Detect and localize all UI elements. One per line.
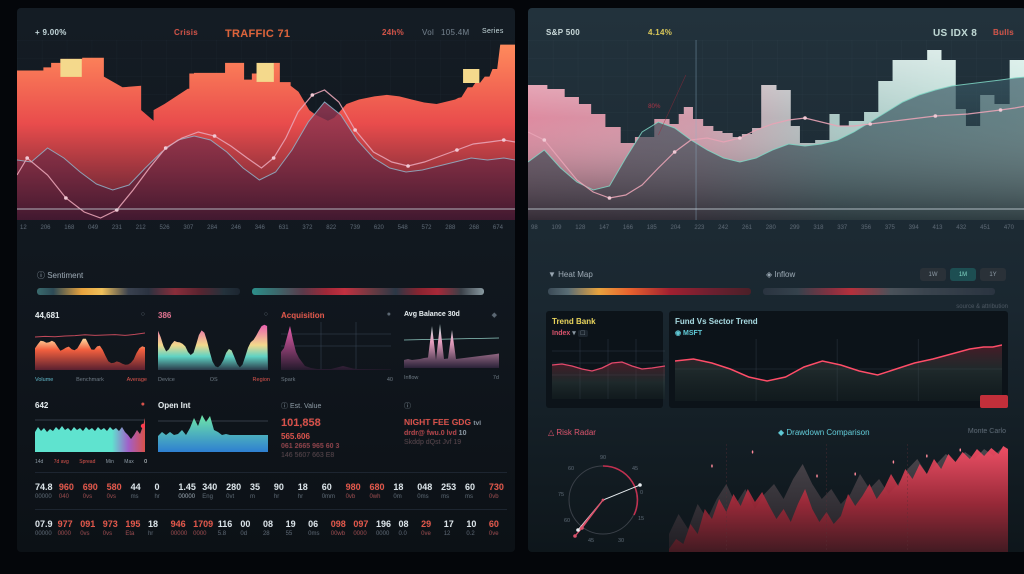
svg-text:60: 60 xyxy=(568,466,574,472)
svg-text:90: 90 xyxy=(600,455,606,461)
svg-text:45: 45 xyxy=(588,538,594,544)
svg-text:0: 0 xyxy=(640,490,643,496)
svg-text:80%: 80% xyxy=(648,104,661,110)
svg-text:15: 15 xyxy=(638,516,644,522)
svg-text:60: 60 xyxy=(564,518,570,524)
svg-text:45: 45 xyxy=(632,466,638,472)
svg-text:75: 75 xyxy=(558,492,564,498)
svg-text:30: 30 xyxy=(618,538,624,544)
